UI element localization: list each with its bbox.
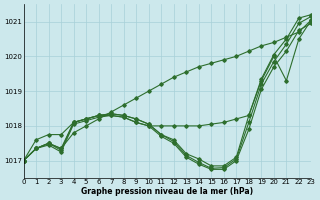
X-axis label: Graphe pression niveau de la mer (hPa): Graphe pression niveau de la mer (hPa) bbox=[81, 187, 253, 196]
